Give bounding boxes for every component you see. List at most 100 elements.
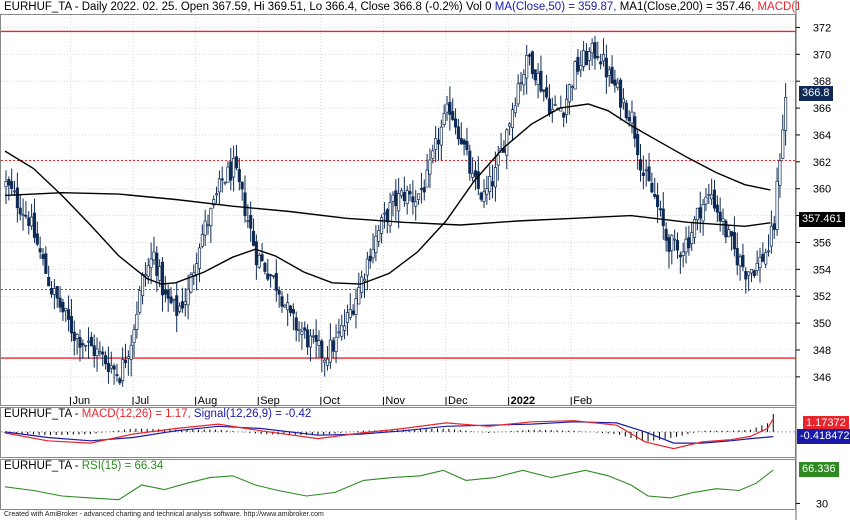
candle-body — [84, 344, 88, 347]
price-ytick-label: 370 — [813, 49, 831, 61]
candle-body — [468, 150, 472, 174]
candle-body — [58, 297, 62, 308]
candle-body — [698, 207, 702, 219]
candle-body — [186, 288, 190, 306]
candle-body — [311, 335, 315, 338]
candle-body — [75, 334, 79, 339]
candle-body — [513, 105, 517, 114]
candle-body — [232, 157, 236, 178]
candle-body — [377, 230, 381, 242]
candle-body — [365, 258, 369, 276]
candle-body — [536, 72, 540, 86]
candle-body — [687, 237, 691, 249]
candle-body — [320, 340, 324, 358]
candle-body — [428, 159, 432, 175]
candle-body — [527, 54, 532, 57]
candle-body — [357, 287, 361, 305]
candle-body — [684, 238, 688, 253]
candle-body — [135, 313, 139, 330]
candle-body — [243, 192, 247, 217]
candle-body — [451, 111, 455, 121]
candle-body — [391, 194, 395, 202]
candle-body — [49, 287, 54, 295]
price-header-main: EURHUF_TA - Daily 2022. 02. 25. Open 367… — [4, 1, 495, 13]
price-ytick-label: 366 — [813, 103, 831, 115]
candle-body — [456, 126, 460, 140]
candle-body — [189, 274, 193, 293]
candle-body — [89, 336, 93, 347]
candle-body — [422, 187, 426, 193]
candle-body — [260, 254, 264, 262]
candle-body — [601, 54, 606, 62]
candle-body — [502, 148, 506, 153]
candle-body — [4, 180, 8, 188]
candle-body — [44, 253, 48, 274]
candle-body — [354, 298, 358, 315]
candle-body — [64, 308, 68, 312]
candle-body — [35, 233, 39, 245]
price-ytick-label: 368 — [813, 76, 831, 88]
candle-body — [604, 57, 608, 78]
candle-body — [658, 208, 662, 211]
candle-body — [721, 218, 725, 222]
candle-body — [710, 194, 714, 200]
candle-body — [505, 129, 509, 156]
candle-body — [15, 187, 19, 209]
candle-body — [476, 171, 480, 189]
candle-body — [519, 82, 523, 84]
candle-body — [724, 220, 728, 238]
candle-body — [747, 271, 751, 276]
candle-body — [385, 209, 389, 223]
candle-body — [624, 102, 628, 119]
candle-body — [704, 196, 708, 205]
ma50-line — [4, 103, 771, 285]
candle-body — [345, 312, 349, 323]
candle-body — [397, 193, 401, 212]
candle-body — [149, 258, 153, 269]
candle-body — [209, 207, 213, 227]
candle-body — [200, 234, 204, 247]
signal-badge: -0.418472 — [797, 429, 850, 444]
candle-body — [590, 43, 594, 54]
candle-body — [778, 160, 782, 186]
rsi-line — [4, 469, 774, 501]
candle-body — [579, 65, 583, 71]
candle-body — [488, 176, 492, 193]
month-label: Jun — [72, 395, 90, 407]
candle-body — [229, 161, 233, 181]
candle-body — [508, 123, 512, 127]
candle-body — [92, 345, 96, 356]
candle-body — [121, 359, 125, 381]
candle-body — [473, 170, 478, 178]
rsi-ytick-label: 30 — [816, 498, 828, 510]
candle-body — [294, 317, 298, 331]
candle-body — [67, 309, 71, 320]
candle-body — [30, 216, 34, 227]
candle-body — [414, 201, 418, 207]
candle-body — [212, 199, 216, 206]
candle-body — [81, 343, 85, 346]
macd-line — [4, 418, 774, 450]
candle-body — [55, 286, 59, 299]
candle-body — [286, 302, 290, 311]
candle-body — [334, 336, 338, 352]
candle-body — [758, 256, 762, 269]
candle-body — [411, 196, 415, 203]
candle-body — [104, 355, 108, 365]
candle-body — [741, 255, 745, 268]
candle-body — [761, 253, 765, 262]
candle-body — [749, 268, 754, 274]
candle-body — [638, 159, 643, 171]
candle-body — [203, 220, 207, 236]
macd-header: EURHUF_TA - MACD(12,26) = 1.17, Signal(1… — [4, 408, 311, 420]
month-label: Oct — [323, 395, 340, 407]
candle-body — [325, 358, 330, 366]
candle-body — [351, 310, 355, 315]
candle-body — [95, 348, 99, 357]
candle-body — [675, 240, 680, 251]
candle-body — [197, 247, 202, 269]
candle-body — [567, 84, 571, 103]
candle-body — [10, 181, 14, 189]
candle-body — [752, 270, 756, 276]
